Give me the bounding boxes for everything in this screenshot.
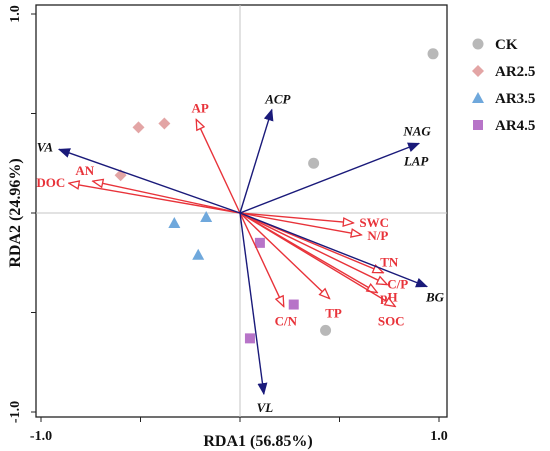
env-label-an: AN xyxy=(75,163,94,178)
env-arrow-tp xyxy=(239,212,330,299)
point-ar2-5 xyxy=(158,117,171,130)
env-label-soc: SOC xyxy=(378,314,405,329)
point-ar4-5 xyxy=(288,299,299,310)
legend-label-ar3-5: AR3.5 xyxy=(495,91,535,107)
y-tick-label: -1.0 xyxy=(8,401,23,423)
env-arrow-ap xyxy=(196,119,241,214)
env-arrow-doc xyxy=(69,183,241,214)
x-tick-label: -1.0 xyxy=(30,429,52,444)
point-ar4-5 xyxy=(244,333,255,344)
y-tick-labels: 1.0 -1.0 xyxy=(8,5,23,423)
legend-marker-ar4-5 xyxy=(473,120,483,130)
env-label-c-n: C/N xyxy=(275,314,298,329)
axis-ticks xyxy=(31,13,440,422)
enzyme-label-va: VA xyxy=(37,139,54,154)
point-ar3-5 xyxy=(200,210,213,222)
enzyme-arrow-bg xyxy=(239,212,428,288)
sample-points xyxy=(114,48,439,344)
enzyme-arrow-va xyxy=(57,148,241,214)
point-ck xyxy=(320,324,332,336)
legend: CK AR2.5 AR3.5 AR4.5 xyxy=(472,37,535,134)
y-tick-label: 1.0 xyxy=(8,5,23,23)
env-label-tn: TN xyxy=(380,255,399,270)
point-ar3-5 xyxy=(192,248,205,260)
legend-label-ar4-5: AR4.5 xyxy=(495,118,535,134)
env-arrow-c-n xyxy=(239,212,284,307)
env-arrow-swc xyxy=(239,212,353,223)
env-label-tp: TP xyxy=(325,306,342,321)
legend-label-ck: CK xyxy=(495,37,518,53)
enzyme-arrow-acp xyxy=(239,108,274,214)
env-arrow-an xyxy=(93,181,241,214)
legend-marker-ar3-5 xyxy=(472,92,484,103)
x-axis-title: RDA1 (56.85%) xyxy=(203,433,312,450)
env-arrow-c-p xyxy=(239,212,387,285)
env-label-swc: SWC xyxy=(359,215,389,230)
enzyme-label-bg: BG xyxy=(425,290,445,305)
env-label-ap: AP xyxy=(192,100,209,115)
enzyme-label-vl: VL xyxy=(257,400,274,415)
env-arrow-soc xyxy=(239,212,395,307)
enzyme-label-lap: LAP xyxy=(403,153,430,168)
legend-label-ar2-5: AR2.5 xyxy=(495,64,535,80)
enzyme-vectors: VA ACP NAG LAP BG VL xyxy=(37,92,445,416)
point-ar2-5 xyxy=(132,121,145,134)
point-ck xyxy=(427,48,439,60)
x-tick-labels: -1.0 1.0 xyxy=(30,429,448,444)
enzyme-label-acp: ACP xyxy=(264,92,291,107)
plot-frame xyxy=(35,4,448,418)
env-label-n-p: N/P xyxy=(367,228,388,243)
legend-marker-ar2-5 xyxy=(472,65,484,77)
enzyme-label-nag: NAG xyxy=(402,123,431,138)
point-ar3-5 xyxy=(168,216,181,228)
env-label-doc: DOC xyxy=(36,175,65,190)
env-arrow-n-p xyxy=(239,212,361,235)
enzyme-arrow-nag xyxy=(239,142,421,214)
point-ck xyxy=(308,157,320,169)
env-label-c-p: C/P xyxy=(387,277,408,292)
legend-marker-ck xyxy=(472,38,484,50)
x-tick-label: 1.0 xyxy=(430,429,448,444)
y-axis-title: RDA2 (24.96%) xyxy=(7,158,24,267)
point-ar4-5 xyxy=(254,237,265,248)
enzyme-arrow-vl xyxy=(239,212,268,396)
